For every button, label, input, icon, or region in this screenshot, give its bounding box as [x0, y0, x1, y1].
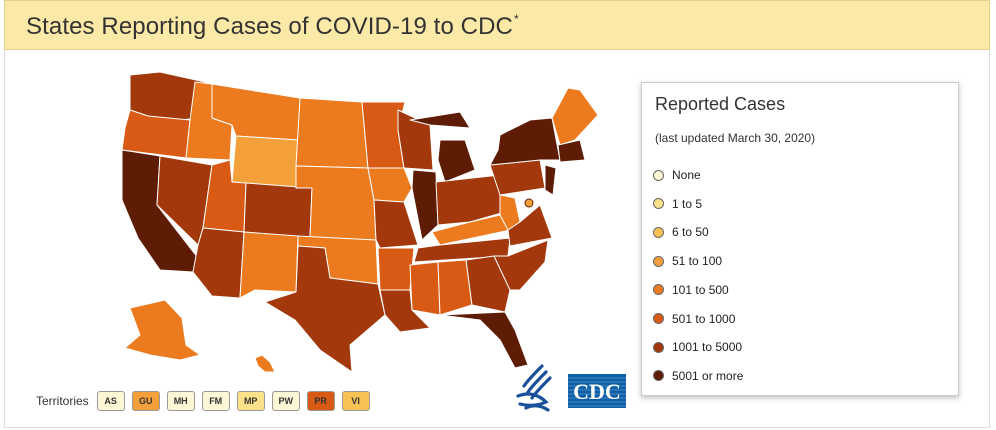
- territories-label: Territories: [36, 394, 89, 408]
- map-region-michigan[interactable]: [409, 111, 476, 183]
- map-region-massachusetts[interactable]: [557, 139, 586, 163]
- map-region-missouri[interactable]: [373, 199, 419, 249]
- legend-item: None: [653, 167, 701, 183]
- legend-item: 51 to 100: [653, 253, 722, 269]
- map-region-new-mexico[interactable]: [239, 231, 299, 299]
- legend-item: 501 to 1000: [653, 311, 735, 327]
- legend-item-label: 1 to 5: [672, 196, 703, 211]
- map-region-new-york[interactable]: [489, 117, 561, 166]
- legend-swatch-icon: [653, 370, 664, 382]
- territory-vi[interactable]: VI: [341, 391, 370, 411]
- map-region-louisiana[interactable]: [379, 289, 431, 333]
- map-region-georgia[interactable]: [465, 255, 511, 313]
- legend-swatch-icon: [653, 341, 664, 353]
- map-region-mississippi[interactable]: [409, 261, 441, 316]
- legend-swatch-icon: [653, 226, 664, 238]
- map-region-colorado[interactable]: [243, 182, 313, 239]
- legend-item: 5001 or more: [653, 368, 743, 384]
- map-region-tennessee[interactable]: [413, 237, 511, 263]
- legend-item-label: 1001 to 5000: [672, 340, 743, 355]
- legend-swatch-icon: [653, 198, 664, 210]
- map-region-pennsylvania[interactable]: [489, 159, 546, 196]
- cdc-logo: CDC: [568, 374, 626, 408]
- map-region-new-jersey[interactable]: [544, 164, 557, 196]
- map-region-illinois[interactable]: [411, 169, 439, 241]
- map-region-texas[interactable]: [264, 245, 386, 373]
- header-bar: States Reporting Cases of COVID-19 to CD…: [4, 0, 990, 50]
- legend-item-label: 5001 or more: [672, 368, 744, 383]
- map-region-indiana-ohio[interactable]: [435, 174, 506, 226]
- us-map: [121, 71, 599, 373]
- territory-fm[interactable]: FM: [201, 391, 230, 411]
- legend-swatch-icon: [653, 284, 664, 296]
- map-region-hawaii[interactable]: [254, 354, 276, 373]
- legend-swatch-icon: [653, 313, 664, 324]
- map-region-iowa[interactable]: [367, 167, 413, 203]
- map-region-dakotas[interactable]: [295, 97, 369, 169]
- map-region-arkansas[interactable]: [377, 247, 415, 291]
- map-region-virginia[interactable]: [507, 204, 553, 247]
- legend-item-label: 6 to 50: [672, 225, 709, 240]
- cdc-logo-text: CDC: [573, 379, 621, 404]
- legend-item-label: None: [672, 168, 701, 182]
- map-region-florida[interactable]: [439, 311, 529, 369]
- territory-mh[interactable]: MH: [166, 391, 195, 411]
- legend-item-label: 51 to 100: [672, 254, 723, 269]
- page-title: States Reporting Cases of COVID-19 to CD…: [26, 12, 519, 40]
- map-region-wyoming[interactable]: [231, 135, 299, 189]
- legend-item: 6 to 50: [653, 224, 709, 240]
- legend-swatch-icon: [653, 169, 664, 181]
- legend-title: Reported Cases: [655, 94, 786, 114]
- map-region-new-england[interactable]: [551, 87, 599, 146]
- legend-subtitle: (last updated March 30, 2020): [655, 131, 816, 145]
- legend-swatch-icon: [653, 255, 664, 267]
- legend-panel: Reported Cases (last updated March 30, 2…: [641, 82, 959, 396]
- territory-pw[interactable]: PW: [271, 391, 300, 411]
- legend-item: 1001 to 5000: [653, 339, 742, 355]
- map-region-alaska[interactable]: [124, 299, 201, 361]
- legend-item: 101 to 500: [653, 282, 729, 298]
- map-region-dc-marker[interactable]: [524, 198, 534, 208]
- hhs-eagle-logo: [516, 364, 552, 412]
- territory-pr[interactable]: PR: [306, 391, 335, 411]
- legend-item-label: 501 to 1000: [672, 311, 736, 326]
- map-region-carolinas[interactable]: [493, 239, 549, 291]
- territories-row: Territories AS GU MH FM MP PW PR VI: [36, 390, 377, 412]
- legend-item: 1 to 5: [653, 196, 702, 212]
- legend-item-label: 101 to 500: [672, 282, 729, 297]
- map-region-arizona[interactable]: [192, 227, 245, 299]
- territory-mp[interactable]: MP: [236, 391, 265, 411]
- territory-gu[interactable]: GU: [131, 391, 160, 411]
- territory-as[interactable]: AS: [96, 391, 125, 411]
